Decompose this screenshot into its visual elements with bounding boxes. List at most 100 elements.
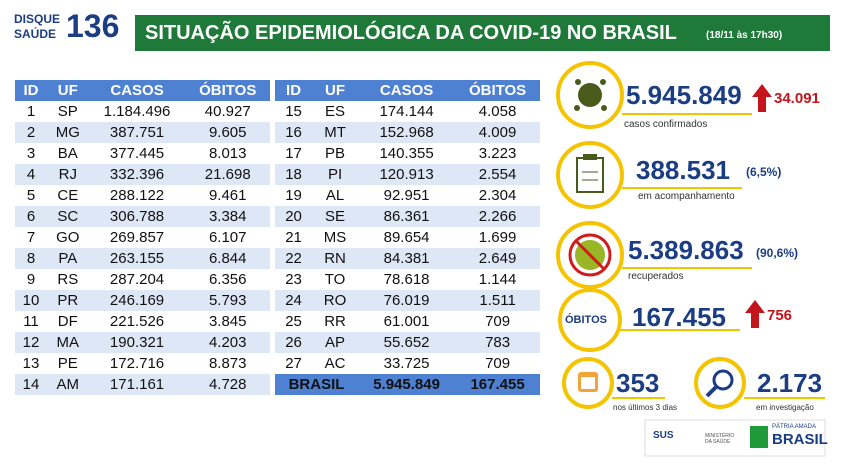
column-header: ÓBITOS — [185, 80, 270, 101]
table-cell: 709 — [485, 313, 511, 330]
column-header: CASOS — [88, 80, 186, 101]
table-cell: 21 — [285, 229, 302, 246]
table-cell: MG — [46, 122, 89, 143]
table-cell: 171.161 — [88, 374, 186, 395]
table-row: 13 PE 172.716 8.873 — [15, 353, 270, 374]
table-cell: 2.304 — [478, 187, 517, 204]
table-row: 17 PB 140.355 3.223 — [275, 143, 540, 164]
table-cell: 2.554 — [455, 164, 540, 185]
table-cell: 78.618 — [383, 271, 430, 288]
confirmed-delta: 34.091 — [774, 90, 820, 107]
table-row: 26 AP 55.652 783 — [275, 332, 540, 353]
table-cell: 287.204 — [109, 271, 165, 288]
table-row: 24 RO 76.019 1.511 — [275, 290, 540, 311]
table-row: 14 AM 171.161 4.728 — [15, 374, 270, 395]
table-cell: MA — [46, 332, 89, 353]
table-cell: 11 — [23, 313, 39, 330]
subtitle: (18/11 às 17h30) — [706, 30, 783, 41]
footer-box — [644, 419, 826, 457]
table-cell: 8.013 — [208, 145, 247, 162]
table-right: ID UF CASOS ÓBITOS 15 ES 174.144 4.058 16 MT 152.9… — [275, 80, 540, 395]
table-cell: 4.728 — [185, 374, 270, 395]
table-cell: 1.699 — [478, 229, 517, 246]
recent-value: 353 — [616, 368, 660, 398]
table-cell: 6.844 — [185, 248, 270, 269]
table-cell: 22 — [275, 248, 313, 269]
table-cell: 84.381 — [358, 248, 456, 269]
table-cell: 3.845 — [208, 313, 247, 330]
deaths-delta: 756 — [767, 307, 793, 324]
table-cell: 2 — [15, 122, 47, 143]
table-cell: MT — [312, 122, 358, 143]
table-cell: 4.009 — [455, 122, 540, 143]
table-cell: 377.445 — [109, 145, 165, 162]
ministry: MINISTÉRIO DA SAÚDE — [705, 433, 735, 445]
deaths-badge: ÓBITOS — [565, 314, 607, 326]
table-cell: 4.203 — [185, 332, 270, 353]
table-cell: 12 — [15, 332, 47, 353]
table-cell: 27 — [285, 355, 302, 372]
table-cell: 33.725 — [383, 355, 430, 372]
table-row: 22 RN 84.381 2.649 — [275, 248, 540, 269]
table-cell: 9 — [26, 271, 36, 288]
table-cell: AM — [46, 374, 89, 395]
table-left: ID UF CASOS ÓBITOS 1 SP 1.184.496 40.927 2 MG 387.… — [15, 80, 270, 395]
search-icon — [705, 369, 734, 398]
table-cell: 140.355 — [379, 145, 434, 162]
table-cell: TO — [324, 271, 346, 288]
total-cell: BRASIL — [275, 374, 358, 395]
table-row: 21 MS 89.654 1.699 — [275, 227, 540, 248]
table-cell: 1.144 — [478, 271, 517, 288]
table-row: 3 BA 377.445 8.013 — [15, 143, 270, 164]
logo-number: 136 — [66, 8, 120, 44]
table-cell: SC — [46, 206, 89, 227]
table-cell: 26 — [275, 332, 313, 353]
table-cell: 387.751 — [88, 122, 186, 143]
title-bar — [135, 15, 830, 51]
table-cell: PR — [46, 290, 89, 311]
title: SITUAÇÃO EPIDEMIOLÓGICA DA COVID-19 NO B… — [145, 22, 677, 44]
table-cell: 8 — [15, 248, 47, 269]
table-cell: 221.526 — [109, 313, 165, 330]
table-row: 9 RS 287.204 6.356 — [15, 269, 270, 290]
table-cell: 16 — [275, 122, 313, 143]
table-cell: 1.184.496 — [103, 103, 171, 120]
table-row: 12 MA 190.321 4.203 — [15, 332, 270, 353]
table-cell: 7 — [26, 229, 36, 246]
table-cell: RO — [312, 290, 358, 311]
table-row: 23 TO 78.618 1.144 — [275, 269, 540, 290]
deaths-value: 167.455 — [632, 302, 726, 332]
table-row: 16 MT 152.968 4.009 — [275, 122, 540, 143]
table-cell: SE — [312, 206, 358, 227]
table-row: 15 ES 174.144 4.058 — [275, 101, 540, 122]
table-cell: 23 — [285, 271, 302, 288]
table-cell: 246.169 — [88, 290, 186, 311]
table-cell: 1 — [26, 103, 36, 120]
table-row: 10 PR 246.169 5.793 — [15, 290, 270, 311]
table-cell: 25 — [285, 313, 302, 330]
table-row: 4 RJ 332.396 21.698 — [15, 164, 270, 185]
table-cell: 2.649 — [455, 248, 540, 269]
table-cell: 783 — [455, 332, 540, 353]
table-cell: PE — [57, 355, 78, 372]
header-row: ID UF CASOS ÓBITOS — [15, 80, 270, 101]
table-cell: 5 — [26, 187, 36, 204]
flag-mark — [750, 426, 768, 448]
column-header: ÓBITOS — [455, 80, 540, 101]
table-row: 18 PI 120.913 2.554 — [275, 164, 540, 185]
table-cell: 288.122 — [109, 187, 165, 204]
calendar-icon — [578, 372, 598, 392]
table-row: 11 DF 221.526 3.845 — [15, 311, 270, 332]
table-cell: 3.384 — [185, 206, 270, 227]
table-cell: 13 — [22, 355, 40, 372]
arrows — [745, 84, 772, 328]
table-cell: RN — [312, 248, 358, 269]
table-cell: RJ — [46, 164, 89, 185]
monitoring-value: 388.531 — [636, 155, 730, 185]
table-cell: 19 — [285, 187, 302, 204]
table-cell: 9.461 — [208, 187, 247, 204]
column-header: UF — [312, 80, 358, 101]
logo-box — [10, 12, 124, 46]
table-cell: 120.913 — [358, 164, 456, 185]
table-cell: SP — [57, 103, 78, 120]
